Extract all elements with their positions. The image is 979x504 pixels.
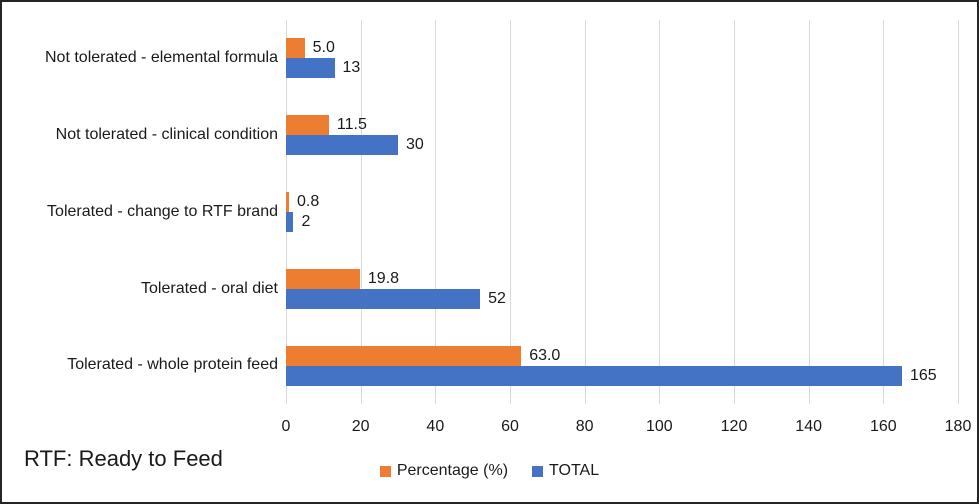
bar-group: 0.8 2 [286,174,958,251]
gridline [808,20,810,404]
legend-label-percentage: Percentage (%) [396,462,509,479]
x-tick-label: 180 [944,418,972,435]
bar-percentage [286,345,522,366]
bar-row-percentage: 0.8 [286,191,958,212]
data-label-total: 30 [406,136,424,154]
x-axis: 0 20 40 60 80 100 120 140 160 180 [282,416,972,438]
category-axis: Not tolerated - elemental formula Not tol… [8,20,278,404]
bar-percentage [286,115,329,136]
category-label: Not tolerated - elemental formula [45,49,278,67]
bar-group: 19.8 52 [286,250,958,327]
bar-percentage [286,268,360,289]
gridline [584,20,586,404]
bar-row-total: 2 [286,211,958,232]
total-swatch-icon [532,465,544,477]
bar-row-total: 30 [286,135,958,156]
gridline [734,20,735,404]
gridline [510,20,511,404]
data-label-percentage: 11.5 [336,116,367,134]
x-tick-label: 140 [795,418,823,435]
bar-row-total: 165 [286,365,958,386]
bar-row-percentage: 5.0 [286,38,958,59]
category-label: Tolerated - change to RTF brand [47,202,278,220]
bar-total [286,211,294,232]
bar-total [286,58,335,79]
x-tick-label: 160 [869,418,897,435]
category-label: Tolerated - oral diet [141,279,278,297]
bar-percentage [286,191,289,212]
gridline [883,20,885,404]
data-label-percentage: 63.0 [529,346,561,364]
x-tick-label: 0 [281,418,291,435]
legend-label-total: TOTAL [549,462,600,479]
x-tick-label: 100 [645,418,673,435]
bar-row-total: 13 [286,58,958,79]
gridline [435,20,437,404]
bar-row-percentage: 63.0 [286,345,958,366]
bar-total [286,365,902,386]
x-tick-label: 60 [501,418,519,435]
gridline [360,20,362,404]
legend-item-total: TOTAL [532,462,599,480]
bar-row-total: 52 [286,288,958,309]
percentage-swatch-icon [379,465,391,477]
data-label-total: 13 [342,59,361,77]
bar-row-percentage: 19.8 [286,268,958,289]
data-label-percentage: 0.8 [296,192,320,210]
legend: Percentage (%) TOTAL [2,462,977,480]
bar-group: 11.5 30 [286,97,958,174]
category-label: Tolerated - whole protein feed [67,356,278,374]
gridline [659,20,661,404]
data-label-percentage: 5.0 [312,39,335,57]
bar-row-percentage: 11.5 [286,115,958,136]
data-label-total: 52 [488,289,506,307]
bar-groups: 5.0 13 11.5 30 0.8 2 19.8 52 63.0 165 [286,20,958,404]
x-tick-label: 20 [351,418,370,435]
x-tick-label: 120 [720,418,748,435]
data-label-total: 165 [910,366,937,384]
bar-group: 63.0 165 [286,327,958,404]
data-label-percentage: 19.8 [367,269,400,287]
gridline [958,20,959,404]
bar-group: 5.0 13 [286,20,958,97]
legend-item-percentage: Percentage (%) [379,462,509,480]
category-label: Not tolerated - clinical condition [55,126,278,143]
footnote: RTF: Ready to Feed [24,446,223,471]
bar-percentage [286,38,305,59]
data-label-total: 2 [301,212,311,230]
bar-total [286,288,481,309]
plot-area: 5.0 13 11.5 30 0.8 2 19.8 52 63.0 165 [286,20,959,404]
x-tick-label: 40 [426,418,445,435]
bar-total [286,135,398,156]
x-tick-label: 80 [575,418,594,435]
